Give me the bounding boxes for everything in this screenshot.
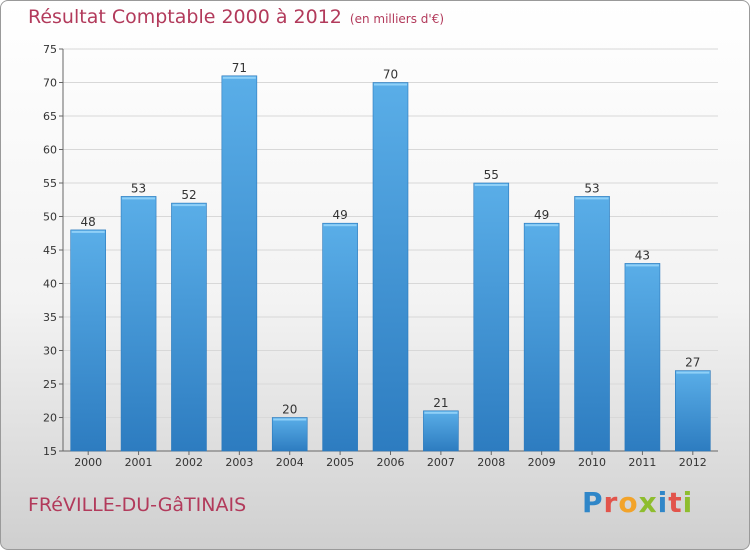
x-tick-label-2011: 2011 [628,456,656,469]
value-label-2008: 55 [484,168,499,182]
commune-name: FRéVILLE-DU-GâTINAIS [28,494,247,516]
x-tick-label-2010: 2010 [578,456,606,469]
bar-highlight [323,224,357,227]
x-tick-label-2006: 2006 [377,456,405,469]
y-tick-label: 55 [43,177,57,190]
bar-2000 [70,229,106,452]
bar-highlight [625,264,659,267]
x-tick-label-2007: 2007 [427,456,455,469]
bar-highlight [122,197,156,200]
bar-highlight [474,184,508,186]
chart-title-text: Résultat Comptable 2000 à 2012 [28,6,342,28]
value-label-2000: 48 [81,215,96,229]
value-label-2010: 53 [584,181,599,195]
bar-highlight [71,230,105,233]
y-tick-label: 30 [43,345,57,358]
x-tick-label-2002: 2002 [175,456,203,469]
bar-2003 [221,75,258,452]
y-tick-label: 20 [43,412,57,425]
value-label-2005: 49 [332,208,347,222]
bar-highlight [676,371,710,374]
bar-2006 [372,82,409,452]
bar-2009 [523,222,560,452]
bar-2001 [120,196,157,452]
bar-2007 [423,410,459,452]
x-tick-label-2005: 2005 [326,456,354,469]
bar-2011 [624,263,661,452]
y-tick-label: 65 [43,110,57,123]
bar-highlight [273,418,307,421]
value-label-2009: 49 [534,208,549,222]
x-tick-label-2000: 2000 [74,456,102,469]
chart-subtitle: (en milliers d'€) [349,12,445,26]
value-label-2004: 20 [282,403,297,417]
bar-highlight [424,411,458,414]
x-tick-label-2012: 2012 [679,456,707,469]
proxiti-logo: Proxiti [582,486,694,519]
y-tick-label: 35 [43,311,57,324]
y-tick-label: 15 [43,445,57,458]
value-label-2007: 21 [433,396,448,410]
y-tick-label: 45 [43,244,57,257]
bar-highlight [575,197,609,200]
y-tick-label: 25 [43,378,57,391]
y-tick-label: 75 [43,43,57,56]
y-tick-label: 40 [43,278,57,291]
x-tick-label-2008: 2008 [477,456,505,469]
x-tick-label-2004: 2004 [276,456,304,469]
bar-2010 [574,196,610,452]
value-label-2012: 27 [685,356,700,370]
bar-2004 [271,417,308,452]
bar-2002 [171,202,207,452]
y-tick-label: 70 [43,77,57,90]
bar-highlight [172,204,206,207]
bar-highlight [222,76,256,79]
x-tick-label-2009: 2009 [528,456,556,469]
x-tick-label-2001: 2001 [125,456,153,469]
bars [70,75,711,452]
value-label-2006: 70 [383,68,398,82]
value-label-2003: 71 [232,61,247,75]
value-label-2011: 43 [635,248,650,262]
bar-2012 [675,370,711,452]
labels: 15 20 25 30 35 40 45 50 55 60 65 70 75 48 2000 53 2001 52… [43,43,707,469]
bar-highlight [374,83,407,86]
bar-2008 [473,182,510,452]
value-label-2001: 53 [131,181,146,195]
y-tick-label: 60 [43,144,57,157]
value-label-2002: 52 [181,188,196,202]
bar-2005 [322,222,358,452]
chart-title: Résultat Comptable 2000 à 2012 (en millie… [28,6,444,28]
x-tick-label-2003: 2003 [225,456,253,469]
y-tick-label: 50 [43,211,57,224]
bar-highlight [525,224,559,227]
